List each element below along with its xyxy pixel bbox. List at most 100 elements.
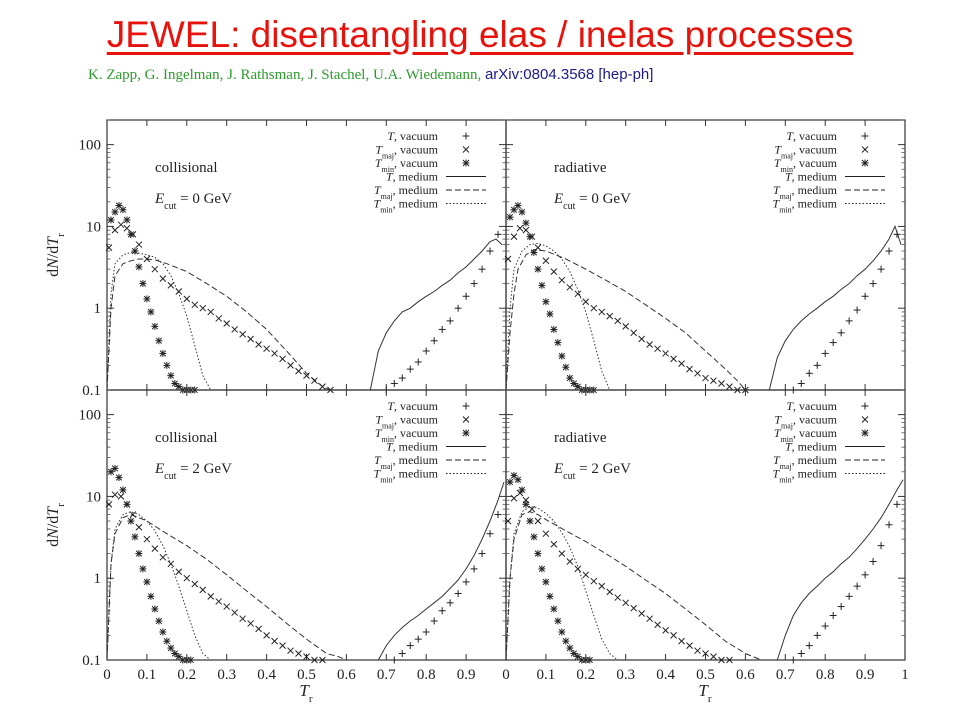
data-point-star	[558, 352, 566, 360]
legend-label: T, vacuum	[387, 129, 438, 143]
data-point-cross	[191, 580, 199, 588]
data-point-cross	[614, 594, 622, 601]
energy-cut-label: Ecut = 0 GeV	[553, 191, 631, 212]
data-point-cross	[550, 540, 558, 548]
legend-label: T, medium	[386, 440, 439, 454]
data-point-cross	[678, 360, 685, 367]
data-point-plus	[797, 650, 805, 658]
legend-label: Tmin, medium	[773, 467, 838, 485]
data-point-cross	[215, 315, 223, 322]
y-tick-label: 1	[94, 571, 102, 587]
data-point-cross	[239, 615, 247, 623]
data-point-plus	[414, 635, 422, 643]
data-point-star	[123, 216, 131, 224]
data-point-star	[554, 617, 562, 625]
data-point-plus	[885, 521, 893, 529]
data-point-plus	[789, 656, 797, 664]
x-tick-label: 0.3	[616, 667, 635, 683]
data-point-cross	[199, 304, 207, 312]
data-point-cross	[207, 592, 215, 600]
x-tick-label: 0.9	[457, 667, 476, 683]
data-point-plus	[885, 247, 893, 255]
data-point-cross	[646, 341, 653, 348]
data-point-plus	[845, 592, 853, 600]
series-line-dotted	[106, 251, 212, 391]
data-point-star	[167, 372, 175, 380]
data-point-star	[171, 380, 179, 388]
data-point-cross	[223, 603, 231, 610]
data-point-plus	[805, 369, 813, 377]
data-point-cross	[542, 257, 550, 265]
data-point-cross	[622, 322, 630, 330]
x-tick-label: 0.6	[736, 667, 755, 683]
data-point-cross	[670, 355, 677, 363]
data-point-cross	[504, 255, 512, 263]
x-tick-label: 0.4	[257, 667, 276, 683]
data-point-plus	[398, 374, 406, 382]
legend-marker	[861, 416, 869, 423]
data-point-plus	[869, 280, 877, 288]
data-point-star	[506, 478, 514, 486]
data-point-star	[546, 310, 554, 318]
data-point-cross	[522, 226, 530, 234]
data-point-plus	[829, 611, 837, 619]
series-line-dotted	[505, 242, 611, 391]
data-point-cross	[598, 308, 606, 316]
x-tick-label: 1	[901, 667, 909, 683]
data-point-cross	[239, 330, 247, 338]
energy-cut-label: Ecut = 2 GeV	[154, 461, 232, 482]
x-tick-label: 0.6	[337, 667, 356, 683]
data-point-plus	[869, 558, 877, 566]
data-point-cross	[622, 599, 630, 607]
data-point-star	[514, 202, 522, 210]
data-point-cross	[574, 290, 582, 298]
data-point-star	[111, 208, 119, 216]
data-point-cross	[726, 656, 733, 664]
x-tick-label: 0.7	[776, 667, 795, 683]
y-tick-label: 10	[86, 219, 101, 235]
x-tick-label: 0.3	[217, 667, 236, 683]
data-point-cross	[247, 335, 254, 343]
data-point-star	[159, 628, 167, 636]
data-point-cross	[215, 598, 223, 605]
data-point-cross	[303, 653, 310, 660]
x-tick-label: 0.8	[417, 667, 436, 683]
legend-label: T, vacuum	[786, 399, 837, 413]
data-point-plus	[430, 337, 438, 345]
data-point-star	[123, 500, 131, 508]
data-point-cross	[311, 656, 318, 664]
data-point-cross	[662, 627, 669, 634]
data-point-star	[135, 550, 143, 558]
data-point-cross	[295, 650, 302, 657]
y-tick-label: 1	[94, 301, 102, 317]
data-point-plus	[438, 607, 446, 615]
data-point-cross	[534, 517, 542, 525]
legend-label: Tmaj, medium	[374, 183, 439, 201]
legend-marker	[462, 429, 470, 437]
data-point-cross	[510, 494, 518, 502]
data-point-plus	[877, 265, 885, 273]
data-point-star	[550, 605, 558, 613]
data-point-plus	[813, 361, 821, 369]
data-point-star	[159, 349, 167, 357]
data-point-star	[554, 339, 562, 347]
y-tick-label: 0.1	[82, 383, 101, 399]
legend-label: Tmaj, medium	[773, 453, 838, 471]
legend-label: Tmin, vacuum	[774, 426, 838, 444]
data-point-star	[139, 565, 147, 573]
legend-label: Tmaj, medium	[773, 183, 838, 201]
legend-label: Tmaj, vacuum	[375, 143, 438, 161]
data-point-star	[163, 361, 171, 369]
data-point-cross	[630, 604, 638, 612]
legend-marker	[462, 416, 470, 423]
data-point-plus	[398, 650, 406, 658]
data-point-plus	[422, 347, 430, 355]
legend-label: Tmin, vacuum	[375, 156, 439, 174]
data-point-star	[506, 213, 514, 221]
data-point-cross	[558, 276, 566, 284]
x-axis-label: Tr	[299, 681, 312, 705]
data-point-plus	[797, 380, 805, 388]
legend-label: T, medium	[785, 440, 838, 454]
